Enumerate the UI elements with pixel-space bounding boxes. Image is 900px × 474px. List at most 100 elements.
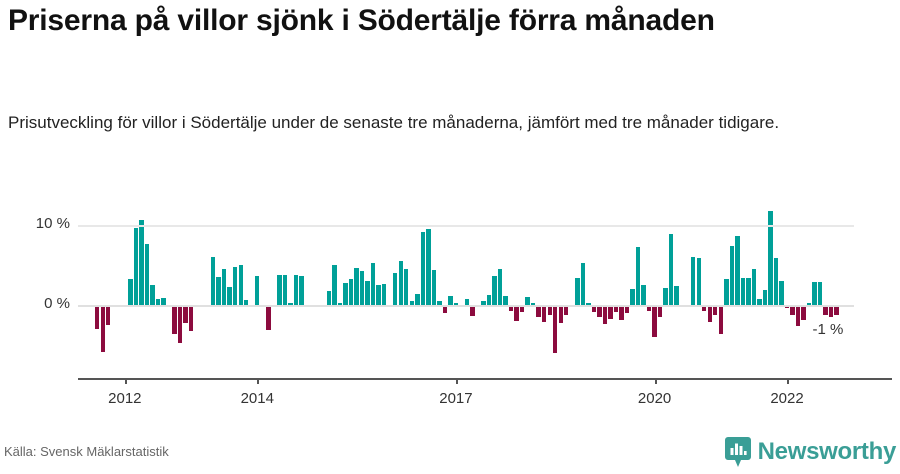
bar (657, 305, 663, 317)
bar (503, 296, 508, 305)
bar (376, 285, 381, 305)
x-axis-line (78, 378, 892, 380)
bar (768, 211, 773, 305)
bar (232, 266, 238, 305)
bar (729, 245, 735, 305)
page-title: Priserna på villor sjönk i Södertälje fö… (8, 4, 715, 37)
bar (525, 297, 530, 305)
bar (106, 305, 111, 325)
bar (133, 228, 139, 305)
source-caption: Källa: Svensk Mäklarstatistik (4, 444, 169, 459)
bar (365, 281, 370, 305)
bar (674, 285, 679, 305)
bar (817, 281, 823, 305)
newsworthy-logo: Newsworthy (724, 436, 897, 468)
bar (751, 269, 757, 305)
logo-wordmark: Newsworthy (757, 438, 897, 465)
bar (348, 278, 354, 305)
bar (773, 257, 779, 305)
bar (277, 275, 282, 305)
bar (514, 305, 519, 321)
bar (806, 302, 812, 305)
bar (486, 294, 492, 305)
x-axis-tick-label: 2012 (108, 390, 142, 407)
bar (420, 232, 426, 305)
bar (492, 276, 497, 305)
bar-series (0, 195, 900, 395)
bar (652, 305, 657, 337)
bar (221, 269, 227, 305)
bar (210, 257, 216, 305)
bar (398, 261, 403, 305)
bar (635, 247, 641, 305)
bar (646, 305, 652, 312)
bar (255, 276, 260, 305)
bar (144, 244, 150, 305)
bar (591, 305, 597, 313)
bar (542, 305, 547, 322)
bar (619, 305, 624, 321)
x-axis-tick (257, 378, 260, 384)
bar (442, 305, 448, 313)
bar (519, 305, 525, 313)
bar (508, 305, 514, 311)
bar (746, 277, 751, 305)
gridline (78, 225, 854, 227)
bar (332, 265, 337, 305)
bar (597, 305, 602, 317)
bar (172, 305, 177, 334)
bar (575, 277, 580, 305)
bar (707, 305, 712, 322)
y-axis-tick-label: 10 % (35, 215, 70, 232)
bar (95, 305, 100, 329)
bar (431, 269, 437, 305)
bar (691, 257, 696, 305)
bar (641, 285, 646, 305)
bar (713, 305, 718, 316)
bar (724, 278, 729, 305)
bar (437, 301, 442, 305)
bar (497, 269, 503, 305)
bar (702, 305, 707, 311)
bar (602, 305, 608, 325)
x-axis-tick (455, 378, 458, 384)
x-axis-tick (654, 378, 657, 384)
bar (613, 305, 619, 313)
bar (464, 298, 470, 305)
bar (282, 275, 288, 305)
x-axis-tick (787, 378, 790, 384)
bar (381, 284, 387, 305)
bar (238, 265, 243, 305)
bar (155, 298, 161, 305)
bar (762, 289, 768, 305)
bar (558, 305, 563, 324)
bar (624, 305, 630, 313)
bar (795, 305, 801, 326)
bar (183, 305, 188, 324)
newsworthy-pin-barchart-icon (724, 437, 751, 467)
bar (663, 288, 668, 305)
bar (216, 277, 221, 305)
bar (481, 301, 486, 305)
bar (266, 305, 271, 330)
bar (453, 302, 459, 305)
bar (530, 302, 536, 305)
y-axis-tick-label: 0 % (44, 295, 70, 312)
bar (696, 257, 701, 305)
bar (161, 297, 166, 305)
bar (812, 281, 817, 305)
x-axis-tick-label: 2022 (770, 390, 804, 407)
bar (448, 296, 453, 305)
bar (779, 281, 784, 305)
bar (370, 263, 376, 305)
bar (188, 305, 194, 332)
bar (547, 305, 552, 316)
bar (823, 305, 828, 315)
bar (337, 303, 343, 305)
bar (834, 305, 839, 316)
x-axis-tick-label: 2020 (637, 390, 672, 407)
x-axis-tick-label: 2017 (439, 390, 473, 407)
bar (735, 236, 740, 305)
bar (299, 276, 304, 305)
